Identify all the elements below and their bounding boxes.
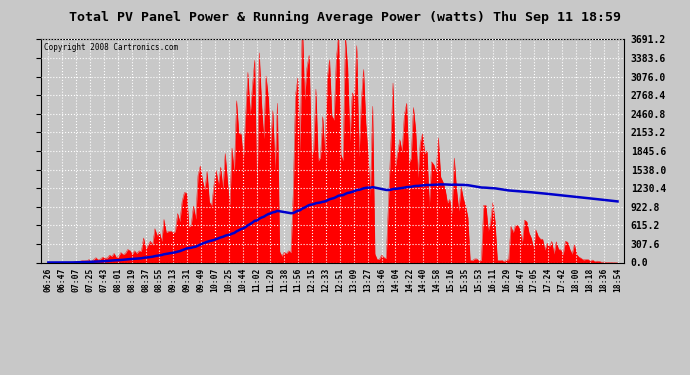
- Text: 16:11: 16:11: [488, 268, 497, 292]
- Text: 08:01: 08:01: [113, 268, 122, 292]
- Text: 12:33: 12:33: [322, 268, 331, 292]
- Text: 10:07: 10:07: [210, 268, 219, 292]
- Text: 18:36: 18:36: [599, 268, 608, 292]
- Text: 11:38: 11:38: [280, 268, 289, 292]
- Text: 14:22: 14:22: [405, 268, 414, 292]
- Text: 11:02: 11:02: [252, 268, 261, 292]
- Text: 09:31: 09:31: [183, 268, 192, 292]
- Text: 08:19: 08:19: [127, 268, 136, 292]
- Text: 06:26: 06:26: [44, 268, 53, 292]
- Text: 06:47: 06:47: [58, 268, 67, 292]
- Text: Copyright 2008 Cartronics.com: Copyright 2008 Cartronics.com: [44, 43, 179, 52]
- Text: 08:37: 08:37: [141, 268, 150, 292]
- Text: 17:24: 17:24: [544, 268, 553, 292]
- Text: 13:09: 13:09: [349, 268, 358, 292]
- Text: 18:18: 18:18: [585, 268, 594, 292]
- Text: 17:05: 17:05: [530, 268, 539, 292]
- Text: 16:47: 16:47: [516, 268, 525, 292]
- Text: 10:44: 10:44: [238, 268, 247, 292]
- Text: 07:25: 07:25: [86, 268, 95, 292]
- Text: 11:56: 11:56: [294, 268, 303, 292]
- Text: Total PV Panel Power & Running Average Power (watts) Thu Sep 11 18:59: Total PV Panel Power & Running Average P…: [69, 11, 621, 24]
- Text: 07:07: 07:07: [72, 268, 81, 292]
- Text: 09:49: 09:49: [197, 268, 206, 292]
- Text: 09:13: 09:13: [169, 268, 178, 292]
- Text: 14:04: 14:04: [391, 268, 400, 292]
- Text: 12:15: 12:15: [308, 268, 317, 292]
- Text: 10:25: 10:25: [224, 268, 233, 292]
- Text: 18:54: 18:54: [613, 268, 622, 292]
- Text: 13:27: 13:27: [363, 268, 372, 292]
- Text: 12:51: 12:51: [335, 268, 344, 292]
- Text: 14:40: 14:40: [419, 268, 428, 292]
- Text: 13:46: 13:46: [377, 268, 386, 292]
- Text: 15:16: 15:16: [446, 268, 455, 292]
- Text: 18:00: 18:00: [571, 268, 580, 292]
- Text: 08:55: 08:55: [155, 268, 164, 292]
- Text: 15:35: 15:35: [460, 268, 469, 292]
- Text: 16:29: 16:29: [502, 268, 511, 292]
- Text: 15:53: 15:53: [474, 268, 483, 292]
- Text: 17:42: 17:42: [558, 268, 566, 292]
- Text: 11:20: 11:20: [266, 268, 275, 292]
- Text: 07:43: 07:43: [99, 268, 108, 292]
- Text: 14:58: 14:58: [433, 268, 442, 292]
